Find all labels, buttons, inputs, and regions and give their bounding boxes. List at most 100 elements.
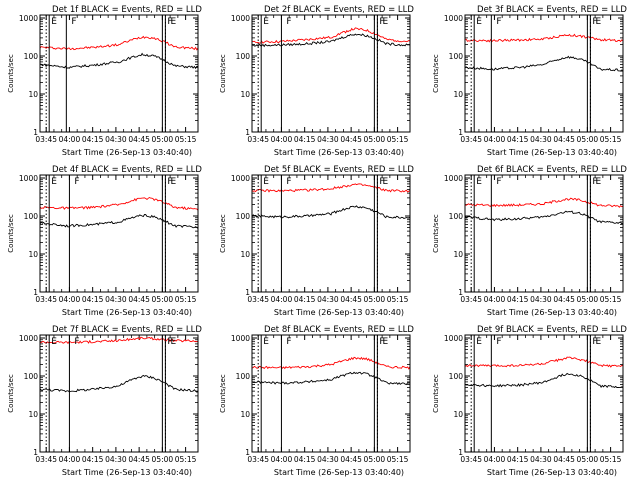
series-line-black [251, 33, 411, 48]
marker-label: F [74, 177, 79, 187]
marker-label: F [167, 177, 172, 187]
marker-label: F [74, 337, 79, 347]
y-tick-label: 1000 [444, 174, 463, 183]
x-tick-label: 04:45 [553, 135, 575, 144]
chart-title: Det 8f BLACK = Events, RED = LLD [264, 325, 414, 335]
x-tick-label: 04:15 [507, 455, 529, 464]
x-tick-label: 05:15 [600, 295, 622, 304]
plot-frame [251, 334, 411, 453]
y-tick-label: 1 [245, 448, 250, 457]
x-axis-label: Start Time (26-Sep-13 03:40:40) [274, 148, 404, 157]
y-tick-label: 1 [458, 288, 463, 297]
y-tick-label: 1000 [231, 174, 250, 183]
y-tick-label: 1000 [231, 14, 250, 23]
x-tick-label: 05:15 [387, 455, 409, 464]
x-tick-label: 04:15 [294, 455, 316, 464]
chart-panel-3: Det 3f BLACK = Events, RED = LLD Counts/s… [432, 5, 627, 157]
y-tick-label: 10 [28, 410, 38, 419]
x-tick-label: 04:45 [340, 295, 362, 304]
y-tick-label: 100 [449, 372, 464, 381]
y-axis-label: Counts/sec [7, 374, 15, 413]
x-tick-label: 04:30 [105, 455, 127, 464]
x-axis-label: Start Time (26-Sep-13 03:40:40) [62, 308, 192, 317]
x-tick-label: 05:00 [577, 135, 599, 144]
marker-label: F [592, 177, 597, 187]
x-tick-label: 04:45 [128, 135, 150, 144]
chart-title: Det 3f BLACK = Events, RED = LLD [477, 5, 627, 15]
x-tick-label: 03:45 [35, 295, 57, 304]
x-tick-label: 04:15 [294, 295, 316, 304]
y-tick-label: 1 [33, 288, 38, 297]
x-tick-label: 03:45 [35, 455, 57, 464]
y-tick-label: 1 [245, 288, 250, 297]
marker-label: E [382, 17, 388, 27]
marker-label: F [592, 17, 597, 27]
x-tick-label: 04:00 [484, 295, 506, 304]
y-tick-label: 10 [28, 250, 38, 259]
y-tick-label: 100 [236, 372, 251, 381]
x-tick-label: 04:45 [553, 455, 575, 464]
series-line-red [251, 183, 411, 193]
series-line-red [251, 356, 411, 370]
marker-label: F [286, 177, 291, 187]
plot-frame [39, 334, 199, 453]
series-line-black [251, 371, 411, 386]
y-axis-label: Counts/sec [7, 214, 15, 253]
x-tick-label: 04:30 [105, 135, 127, 144]
series-line-black [39, 214, 199, 229]
chart-title: Det 4f BLACK = Events, RED = LLD [52, 165, 202, 175]
x-tick-label: 03:45 [247, 455, 269, 464]
y-tick-label: 10 [28, 90, 38, 99]
marker-label: F [286, 17, 291, 27]
chart-panel-6: Det 6f BLACK = Events, RED = LLD Counts/s… [432, 165, 627, 317]
y-axis-label: Counts/sec [219, 374, 227, 413]
x-tick-label: 04:00 [59, 295, 81, 304]
x-tick-label: 04:00 [59, 135, 81, 144]
y-tick-label: 10 [453, 250, 463, 259]
y-tick-label: 10 [453, 90, 463, 99]
x-tick-label: 05:15 [600, 135, 622, 144]
chart-title: Det 9f BLACK = Events, RED = LLD [477, 325, 627, 335]
y-axis-label: Counts/sec [219, 214, 227, 253]
marker-label: F [496, 337, 501, 347]
series-line-black [464, 372, 624, 389]
marker-label: F [286, 337, 291, 347]
x-tick-label: 03:45 [460, 455, 482, 464]
x-axis-label: Start Time (26-Sep-13 03:40:40) [487, 148, 617, 157]
marker-label: E [170, 337, 176, 347]
x-tick-label: 05:00 [152, 295, 174, 304]
series-line-black [464, 55, 624, 72]
x-tick-label: 05:00 [577, 295, 599, 304]
x-tick-label: 03:45 [460, 135, 482, 144]
marker-label: E [595, 337, 601, 347]
marker-label: F [379, 177, 384, 187]
marker-label: E [51, 337, 57, 347]
chart-panel-4: Det 4f BLACK = Events, RED = LLD Counts/s… [7, 165, 202, 317]
x-tick-label: 05:00 [152, 135, 174, 144]
series-line-black [39, 374, 199, 393]
y-tick-label: 10 [240, 410, 250, 419]
y-tick-label: 100 [24, 52, 39, 61]
x-axis-label: Start Time (26-Sep-13 03:40:40) [487, 308, 617, 317]
x-axis-label: Start Time (26-Sep-13 03:40:40) [274, 308, 404, 317]
y-tick-label: 1000 [444, 334, 463, 343]
plot-frame [464, 14, 624, 133]
y-tick-label: 10 [240, 90, 250, 99]
marker-label: E [382, 177, 388, 187]
y-tick-label: 1000 [19, 334, 38, 343]
x-tick-label: 04:15 [294, 135, 316, 144]
marker-label: E [476, 337, 482, 347]
marker-label: F [496, 17, 501, 27]
x-tick-label: 04:45 [128, 455, 150, 464]
chart-title: Det 6f BLACK = Events, RED = LLD [477, 165, 627, 175]
y-tick-label: 100 [449, 212, 464, 221]
plot-frame [464, 174, 624, 293]
x-tick-label: 04:15 [82, 295, 104, 304]
series-line-red [251, 27, 411, 44]
chart-panel-7: Det 7f BLACK = Events, RED = LLD Counts/s… [7, 325, 202, 477]
marker-label: F [71, 17, 76, 27]
marker-label: F [592, 337, 597, 347]
chart-title: Det 5f BLACK = Events, RED = LLD [264, 165, 414, 175]
y-tick-label: 100 [24, 212, 39, 221]
